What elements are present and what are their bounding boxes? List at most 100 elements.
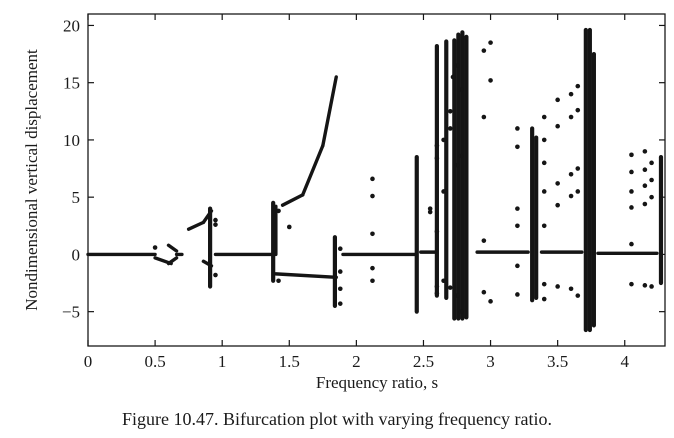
- data-point: [541, 160, 547, 166]
- data-point: [434, 291, 440, 296]
- data-point: [629, 241, 634, 247]
- data-point: [458, 309, 464, 314]
- data-point: [568, 171, 574, 177]
- branch-segment: [166, 243, 179, 253]
- data-point: [541, 281, 547, 287]
- x-tick-label: 2.5: [413, 352, 434, 371]
- y-tick-label: 15: [63, 74, 80, 93]
- data-point: [370, 265, 375, 271]
- x-tick-label: 1.5: [279, 352, 300, 371]
- data-point: [568, 286, 574, 292]
- y-axis-title: Nondimensional vertical displacement: [22, 49, 41, 311]
- data-point: [541, 114, 547, 120]
- data-point: [541, 223, 547, 229]
- data-point: [555, 202, 560, 208]
- data-point: [337, 269, 343, 274]
- tick-marks: 0 0.5 1 1.5 2 2.5 3 3.5 4 −5 0 5 10 15 20: [62, 14, 665, 371]
- data-point: [337, 301, 343, 306]
- data-point: [434, 155, 440, 161]
- data-point: [481, 238, 487, 243]
- data-point: [515, 292, 520, 297]
- data-point: [448, 109, 453, 114]
- x-tick-label: 0.5: [144, 352, 165, 371]
- data-point: [458, 153, 464, 159]
- data-point: [370, 193, 375, 199]
- data-point: [213, 272, 218, 278]
- data-point: [337, 246, 343, 251]
- data-point: [568, 193, 574, 199]
- axes-frame: [87, 13, 666, 347]
- y-tick-label: 10: [63, 131, 80, 150]
- data-point: [427, 206, 433, 211]
- x-tick-label: 4: [620, 352, 629, 371]
- data-point: [441, 189, 446, 194]
- data-point: [649, 160, 654, 166]
- data-point: [629, 152, 634, 158]
- x-tick-label: 2: [352, 352, 361, 371]
- data-point: [629, 281, 634, 287]
- x-tick-label: 1: [218, 352, 227, 371]
- branch-segment: [300, 143, 325, 197]
- branch-segment: [321, 75, 338, 148]
- data-point: [575, 189, 581, 194]
- x-tick-label: 3.5: [547, 352, 568, 371]
- data-point: [370, 176, 375, 182]
- data-point: [629, 169, 634, 175]
- data-point: [370, 231, 375, 237]
- data-point: [515, 223, 520, 229]
- data-point: [575, 83, 581, 89]
- data-point: [488, 40, 493, 45]
- data-point: [568, 114, 574, 120]
- data-point: [642, 167, 648, 172]
- data-point: [541, 296, 547, 302]
- data-point: [276, 208, 281, 214]
- data-point: [454, 293, 460, 298]
- data-point: [642, 183, 648, 189]
- y-tick-label: 0: [72, 245, 81, 264]
- data-point: [337, 286, 343, 292]
- data-point: [276, 278, 281, 284]
- data-point: [458, 87, 464, 92]
- data-point: [515, 144, 520, 150]
- branch-segment: [166, 256, 179, 266]
- data-point: [629, 189, 634, 194]
- figure-caption: Figure 10.47. Bifurcation plot with vary…: [122, 409, 552, 429]
- data-point: [441, 137, 446, 143]
- data-point: [642, 283, 648, 288]
- x-axis-title: Frequency ratio, s: [316, 373, 438, 392]
- data-point: [515, 126, 520, 131]
- y-tick-label: 5: [72, 188, 81, 207]
- data-point: [441, 278, 446, 284]
- plot-area: [86, 27, 664, 333]
- data-point: [555, 284, 560, 289]
- data-point: [454, 162, 460, 168]
- data-point: [629, 205, 634, 210]
- y-tick-label: −5: [62, 303, 80, 322]
- bifurcation-chart: 0 0.5 1 1.5 2 2.5 3 3.5 4 −5 0 5 10 15 20 Frequency ra…: [22, 13, 666, 392]
- data-point: [481, 114, 487, 120]
- data-point: [427, 209, 433, 215]
- data-point: [575, 166, 581, 171]
- data-point: [642, 201, 648, 207]
- branch-segment: [186, 220, 206, 231]
- data-point: [434, 284, 440, 289]
- data-point: [286, 224, 292, 230]
- data-point: [213, 222, 218, 227]
- data-point: [481, 289, 487, 295]
- branch-segment: [280, 193, 305, 207]
- x-tick-label: 0: [84, 352, 93, 371]
- data-point: [649, 177, 654, 183]
- data-point: [515, 263, 520, 269]
- data-point: [555, 97, 560, 103]
- data-point: [434, 143, 440, 148]
- data-point: [649, 284, 654, 289]
- data-point: [370, 278, 375, 284]
- data-point: [488, 78, 493, 83]
- data-point: [213, 217, 218, 223]
- data-point: [555, 181, 560, 186]
- data-point: [481, 48, 487, 53]
- y-tick-label: 20: [63, 16, 80, 35]
- data-point: [649, 194, 654, 200]
- data-point: [448, 285, 453, 290]
- data-point: [568, 91, 574, 97]
